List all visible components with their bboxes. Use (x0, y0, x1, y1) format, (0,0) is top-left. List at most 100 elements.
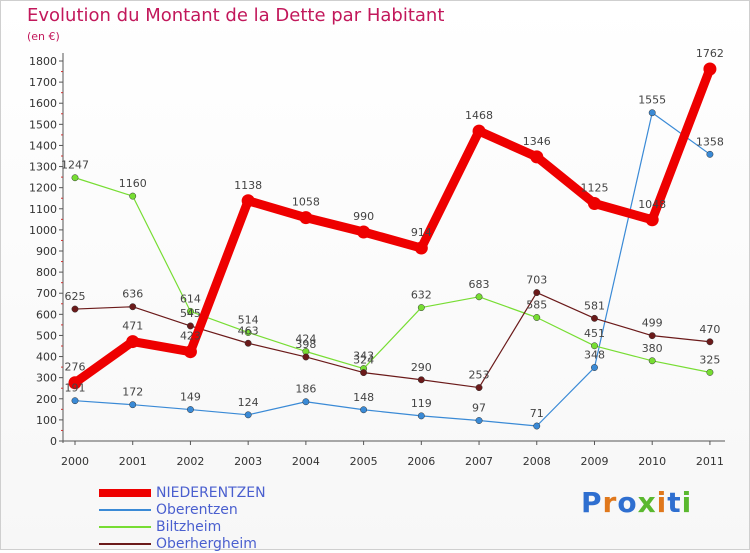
y-tick-label: 1000 (29, 224, 57, 237)
data-label-biltzheim: 343 (353, 350, 374, 363)
y-tick-label: 1600 (29, 97, 57, 110)
data-point-oberhergheim (360, 369, 368, 377)
data-label-oberhergheim: 398 (295, 338, 316, 351)
y-tick-label: 1500 (29, 118, 57, 131)
data-point-oberentzen (302, 398, 310, 406)
data-point-oberentzen (475, 417, 483, 424)
logo-letter: o (617, 486, 638, 519)
data-label-oberentzen: 148 (353, 391, 374, 404)
data-point-biltzheim (706, 368, 714, 376)
data-point-biltzheim (129, 192, 137, 200)
data-label-niederentzen: 423 (180, 330, 201, 343)
y-tick-label: 500 (36, 329, 57, 342)
data-label-niederentzen: 1125 (580, 182, 608, 195)
data-point-oberentzen (533, 422, 541, 430)
data-point-oberhergheim (71, 305, 79, 313)
x-tick-label: 2008 (523, 455, 551, 468)
legend-swatch (99, 489, 151, 497)
legend-item: Biltzheim (99, 519, 339, 536)
data-label-niederentzen: 914 (411, 226, 432, 239)
x-tick-label: 2007 (465, 455, 493, 468)
data-point-oberentzen (648, 109, 656, 117)
data-label-biltzheim: 451 (584, 327, 605, 340)
y-tick-label: 100 (36, 414, 57, 427)
series-line-oberentzen (74, 112, 711, 427)
data-label-biltzheim: 380 (642, 342, 663, 355)
y-tick-label: 1700 (29, 76, 57, 89)
legend-label: Oberentzen (156, 502, 238, 518)
y-tick-label: 0 (50, 435, 57, 448)
data-point-oberentzen (71, 397, 79, 405)
data-point-oberhergheim (129, 303, 137, 311)
data-label-oberhergheim: 463 (238, 324, 259, 337)
data-label-oberhergheim: 703 (526, 274, 547, 287)
data-point-niederentzen (472, 124, 486, 138)
chart-legend: NIEDERENTZEN Oberentzen Biltzheim Oberhergh… (99, 485, 339, 553)
logo-letter: t (667, 486, 682, 519)
data-point-oberhergheim (591, 314, 598, 322)
y-tick-label: 1300 (29, 161, 57, 174)
legend-swatch (99, 543, 151, 545)
data-point-oberentzen (417, 412, 425, 420)
data-point-biltzheim (475, 293, 483, 301)
logo-letter: x (637, 486, 657, 519)
data-label-oberentzen: 149 (180, 391, 201, 404)
data-point-oberhergheim (475, 384, 483, 392)
data-label-biltzheim: 614 (180, 292, 201, 305)
data-label-oberentzen: 1555 (638, 94, 666, 107)
data-point-biltzheim (244, 329, 252, 336)
x-tick-label: 2011 (696, 455, 724, 468)
data-point-niederentzen (241, 194, 255, 208)
data-point-oberentzen (706, 150, 714, 158)
data-label-oberhergheim: 636 (122, 288, 143, 301)
legend-label: Oberhergheim (156, 536, 257, 552)
data-label-biltzheim: 585 (526, 299, 547, 312)
data-point-oberentzen (591, 364, 598, 371)
y-tick-label: 900 (36, 245, 57, 258)
data-point-niederentzen (357, 225, 371, 239)
data-label-oberentzen: 1358 (696, 135, 724, 148)
data-label-oberhergheim: 470 (699, 323, 720, 336)
series-line-niederentzen (70, 64, 715, 388)
data-point-oberentzen (244, 411, 252, 419)
data-label-oberentzen: 119 (411, 397, 432, 410)
data-label-oberhergheim: 545 (180, 307, 201, 320)
data-point-niederentzen (645, 213, 659, 227)
y-tick-label: 1200 (29, 182, 57, 195)
data-label-oberhergheim: 290 (411, 361, 432, 374)
data-point-niederentzen (68, 376, 82, 390)
x-tick-label: 2009 (580, 455, 608, 468)
data-label-oberentzen: 172 (122, 386, 143, 399)
y-tick-label: 300 (36, 372, 57, 385)
data-label-biltzheim: 325 (699, 353, 720, 366)
data-label-oberentzen: 71 (530, 407, 544, 420)
data-point-oberhergheim (302, 353, 310, 361)
data-point-niederentzen (126, 335, 140, 349)
data-label-biltzheim: 1160 (119, 177, 147, 190)
x-tick-label: 2000 (61, 455, 89, 468)
legend-swatch (99, 509, 151, 511)
data-point-oberhergheim (417, 376, 425, 384)
proxiti-logo: Proxiti (581, 486, 692, 519)
legend-item: Oberhergheim (99, 536, 339, 553)
y-tick-label: 400 (36, 351, 57, 364)
data-point-oberhergheim (186, 322, 194, 330)
y-tick-label: 1100 (29, 203, 57, 216)
data-label-niederentzen: 471 (122, 320, 143, 333)
data-label-oberentzen: 186 (295, 383, 316, 396)
data-point-niederentzen (587, 197, 601, 210)
legend-item: NIEDERENTZEN (99, 485, 339, 502)
data-label-biltzheim: 632 (411, 289, 432, 302)
data-point-niederentzen (414, 241, 428, 255)
logo-letter: r (602, 486, 618, 519)
data-label-biltzheim: 424 (295, 332, 316, 345)
logo-letter: P (581, 486, 603, 519)
legend-item: Oberentzen (99, 502, 339, 519)
data-point-biltzheim (533, 314, 541, 321)
data-label-niederentzen: 990 (353, 210, 374, 223)
data-label-niederentzen: 1346 (523, 135, 551, 148)
data-point-oberentzen (129, 401, 137, 409)
series-line-oberhergheim (74, 291, 711, 389)
data-point-niederentzen (299, 211, 313, 225)
